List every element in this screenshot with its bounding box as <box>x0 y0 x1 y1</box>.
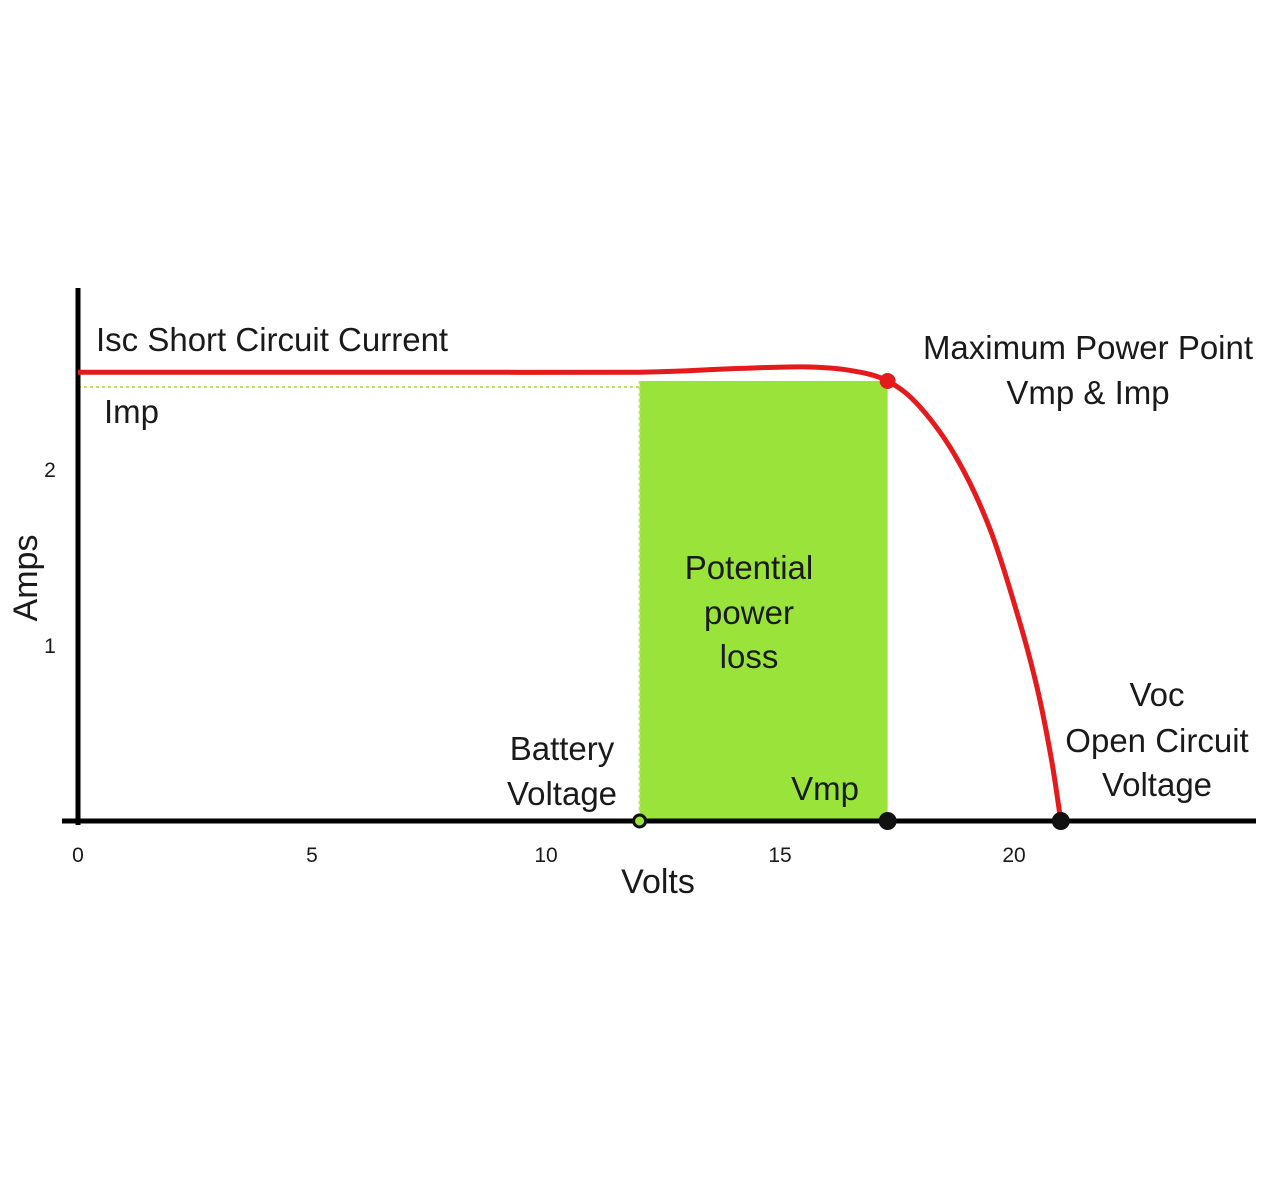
x-tick-label: 15 <box>768 844 791 867</box>
voc-label-line1: Voc <box>1129 676 1184 713</box>
x-tick-label: 0 <box>72 844 84 867</box>
mpp-label-line2: Vmp & Imp <box>1006 374 1169 411</box>
y-tick-label: 1 <box>44 635 56 658</box>
x-tick-label: 5 <box>306 844 318 867</box>
battery-voltage-label-line2: Voltage <box>507 775 617 812</box>
region-label-line3: loss <box>720 638 779 675</box>
voc-label-line2: Open Circuit <box>1065 722 1248 759</box>
x-axis-title: Volts <box>621 863 695 901</box>
iv-curve-line <box>78 364 1064 822</box>
mpp-label-line1: Maximum Power Point <box>923 329 1253 366</box>
region-label-line2: power <box>704 594 794 631</box>
imp-label: Imp <box>104 393 159 430</box>
battery-voltage-label-line1: Battery <box>510 730 615 767</box>
battery-voltage-point <box>632 813 648 829</box>
y-axis-title: Amps <box>7 535 45 622</box>
vmp-label: Vmp <box>791 770 859 807</box>
x-tick-label: 20 <box>1002 844 1025 867</box>
region-label-line1: Potential <box>685 549 813 586</box>
x-tick-label: 10 <box>534 844 557 867</box>
max-power-point <box>879 373 896 389</box>
voc-point <box>1051 812 1070 830</box>
power-loss-region <box>639 381 888 821</box>
y-tick-label: 2 <box>44 459 56 482</box>
vmp-point <box>878 812 897 830</box>
voc-label-line3: Voltage <box>1102 766 1212 803</box>
isc-label: Isc Short Circuit Current <box>96 321 448 358</box>
